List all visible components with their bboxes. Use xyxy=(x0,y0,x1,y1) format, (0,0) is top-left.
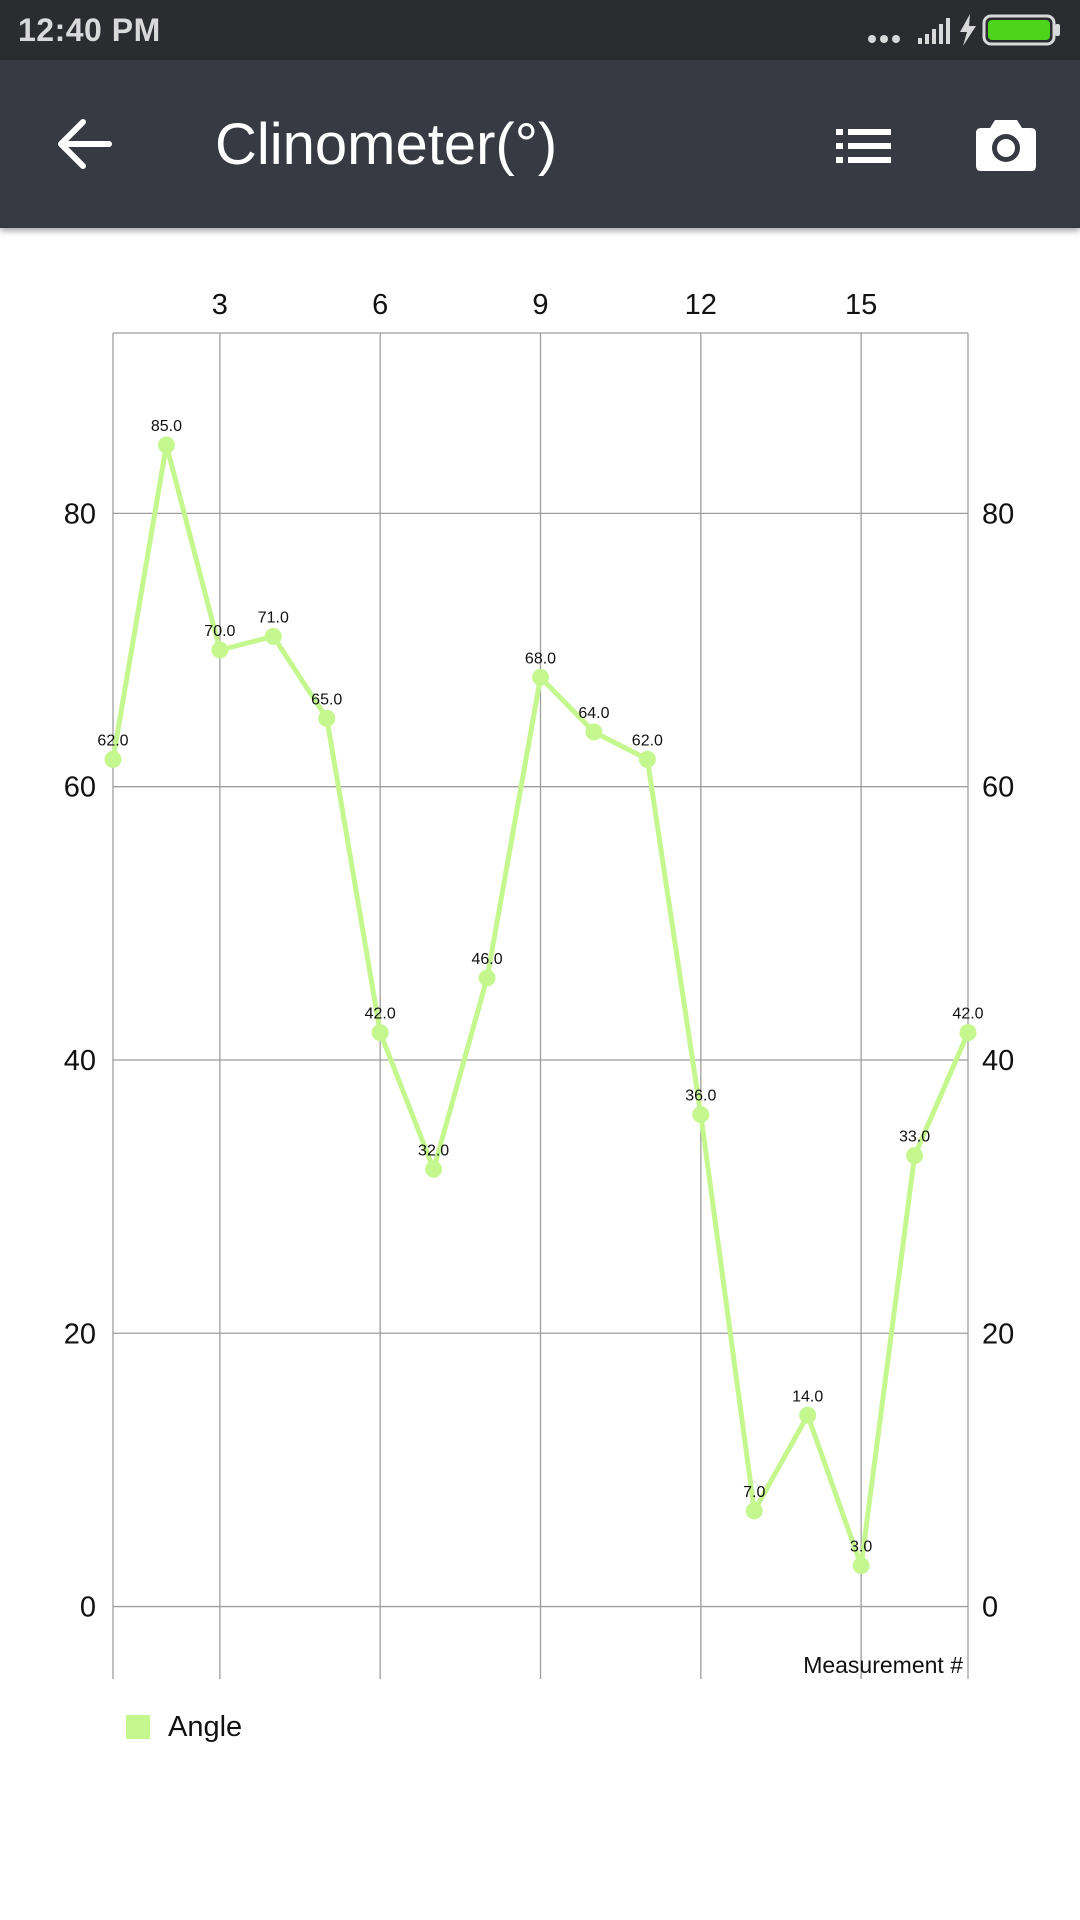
camera-button[interactable] xyxy=(966,110,1046,180)
data-point xyxy=(104,750,122,768)
data-labels: 62.0 85.0 70.0 71.0 65.0 42.0 32.0 46.0 68.0 64.0… xyxy=(97,418,983,1556)
data-point xyxy=(585,723,603,741)
list-button[interactable] xyxy=(826,114,902,178)
data-point xyxy=(745,1502,763,1520)
data-point xyxy=(425,1160,443,1178)
data-label: 65.0 xyxy=(311,691,342,708)
data-label: 62.0 xyxy=(97,732,128,749)
y-tick-label-right: 20 xyxy=(982,1318,1014,1350)
data-label: 68.0 xyxy=(525,650,556,667)
data-label: 32.0 xyxy=(418,1142,449,1159)
legend: Angle xyxy=(126,1707,242,1747)
y-tick-label-right: 80 xyxy=(982,498,1014,530)
x-tick-label: 6 xyxy=(372,289,388,321)
series-angle xyxy=(104,436,977,1575)
data-label: 85.0 xyxy=(151,418,182,435)
data-point xyxy=(692,1106,710,1124)
data-label: 3.0 xyxy=(850,1539,872,1556)
data-label: 36.0 xyxy=(685,1088,716,1105)
data-label: 64.0 xyxy=(578,705,609,722)
data-label: 46.0 xyxy=(471,951,502,968)
camera-icon xyxy=(976,120,1036,171)
data-point xyxy=(799,1406,817,1424)
x-axis-title: Measurement # xyxy=(803,1652,963,1678)
data-label: 71.0 xyxy=(258,609,289,626)
line-chart: 0 0 20 20 40 40 60 60 80 80 3 6 9 12 15 62.0 85.0 70.0 71… xyxy=(64,289,1015,1679)
data-label: 70.0 xyxy=(204,623,235,640)
data-point xyxy=(638,750,656,768)
x-tick-label: 9 xyxy=(532,289,548,321)
list-icon xyxy=(836,129,891,163)
status-icons xyxy=(868,14,1060,46)
y-tick-label-left: 80 xyxy=(64,498,96,530)
data-label: 7.0 xyxy=(743,1484,765,1501)
y-tick-label-right: 60 xyxy=(982,772,1014,804)
data-point xyxy=(211,641,229,659)
data-point xyxy=(478,969,496,987)
x-tick-label: 12 xyxy=(685,289,717,321)
status-bar: 12:40 PM xyxy=(0,0,1080,60)
y-tick-label-left: 20 xyxy=(64,1318,96,1350)
charging-icon xyxy=(960,14,976,46)
data-point xyxy=(318,709,336,727)
x-tick-label: 3 xyxy=(212,289,228,321)
data-label: 42.0 xyxy=(952,1006,983,1023)
app-bar: Clinometer(°) xyxy=(0,60,1080,228)
y-tick-label-left: 60 xyxy=(64,772,96,804)
data-label: 14.0 xyxy=(792,1388,823,1405)
y-tick-label-left: 40 xyxy=(64,1045,96,1077)
signal-icon xyxy=(918,18,950,44)
chart-ticks: 0 0 20 20 40 40 60 60 80 80 3 6 9 12 15 xyxy=(64,289,1015,1624)
battery-icon xyxy=(982,14,1060,46)
back-button[interactable] xyxy=(40,108,130,180)
data-label: 33.0 xyxy=(899,1129,930,1146)
data-point xyxy=(852,1557,870,1575)
x-tick-label: 15 xyxy=(845,289,877,321)
data-point xyxy=(906,1147,924,1165)
data-label: 42.0 xyxy=(365,1006,396,1023)
data-point xyxy=(371,1024,389,1042)
legend-swatch xyxy=(126,1715,150,1739)
chart-grid xyxy=(112,332,969,1679)
arrow-left-icon xyxy=(58,119,112,169)
y-tick-label-left: 0 xyxy=(80,1592,96,1624)
data-point xyxy=(959,1024,977,1042)
legend-label: Angle xyxy=(168,1710,243,1743)
data-point xyxy=(532,668,549,686)
more-dots-icon xyxy=(868,35,900,43)
status-time: 12:40 PM xyxy=(18,12,161,48)
data-point xyxy=(157,436,175,454)
data-point xyxy=(264,627,282,645)
data-label: 62.0 xyxy=(632,732,663,749)
y-tick-label-right: 40 xyxy=(982,1045,1014,1077)
y-tick-label-right: 0 xyxy=(982,1592,998,1624)
page-title: Clinometer(°) xyxy=(215,112,558,177)
